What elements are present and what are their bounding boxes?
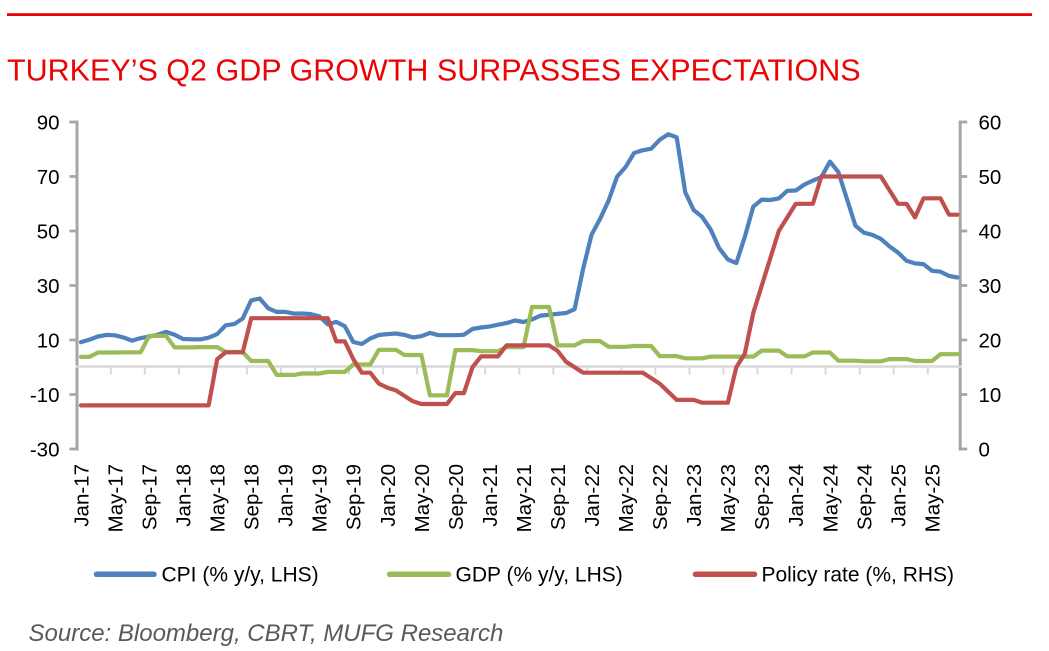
svg-text:10: 10 xyxy=(979,384,1002,407)
svg-text:40: 40 xyxy=(979,220,1002,243)
svg-text:10: 10 xyxy=(37,329,60,352)
svg-text:60: 60 xyxy=(979,111,1002,134)
svg-text:-30: -30 xyxy=(30,438,60,461)
svg-text:Sep-20: Sep-20 xyxy=(445,464,468,530)
svg-text:Jan-21: Jan-21 xyxy=(479,464,502,527)
svg-text:May-21: May-21 xyxy=(513,464,536,532)
svg-text:May-19: May-19 xyxy=(309,464,332,532)
svg-text:Sep-17: Sep-17 xyxy=(139,464,162,530)
svg-text:30: 30 xyxy=(37,275,60,298)
svg-text:30: 30 xyxy=(979,275,1002,298)
svg-text:Policy rate (%, RHS): Policy rate (%, RHS) xyxy=(762,563,955,586)
svg-text:CPI (% y/y, LHS): CPI (% y/y, LHS) xyxy=(162,563,319,586)
svg-text:Jan-23: Jan-23 xyxy=(683,464,706,527)
svg-text:Sep-24: Sep-24 xyxy=(853,464,876,530)
svg-text:20: 20 xyxy=(979,329,1002,352)
svg-text:Jan-24: Jan-24 xyxy=(785,464,808,527)
svg-text:-10: -10 xyxy=(30,384,60,407)
svg-text:Sep-21: Sep-21 xyxy=(547,464,570,530)
svg-text:50: 50 xyxy=(37,220,60,243)
svg-text:Jan-20: Jan-20 xyxy=(377,464,400,527)
svg-text:May-18: May-18 xyxy=(207,464,230,532)
svg-text:Sep-19: Sep-19 xyxy=(343,464,366,530)
svg-text:0: 0 xyxy=(979,438,990,461)
svg-text:Jan-18: Jan-18 xyxy=(173,464,196,527)
svg-text:May-24: May-24 xyxy=(819,464,842,532)
svg-text:50: 50 xyxy=(979,166,1002,189)
svg-text:GDP (% y/y, LHS): GDP (% y/y, LHS) xyxy=(456,563,623,586)
svg-text:May-22: May-22 xyxy=(615,464,638,532)
svg-text:TURKEY’S Q2 GDP GROWTH SURPASS: TURKEY’S Q2 GDP GROWTH SURPASSES EXPECTA… xyxy=(7,54,861,88)
svg-text:May-23: May-23 xyxy=(717,464,740,532)
svg-text:90: 90 xyxy=(37,111,60,134)
svg-text:Sep-23: Sep-23 xyxy=(751,464,774,530)
svg-text:May-25: May-25 xyxy=(921,464,944,532)
svg-text:Jan-25: Jan-25 xyxy=(887,464,910,527)
svg-text:May-20: May-20 xyxy=(411,464,434,532)
svg-text:Sep-22: Sep-22 xyxy=(649,464,672,530)
svg-text:Sep-18: Sep-18 xyxy=(241,464,264,530)
svg-text:Source: Bloomberg, CBRT, MUFG: Source: Bloomberg, CBRT, MUFG Research xyxy=(29,620,504,647)
svg-text:Jan-17: Jan-17 xyxy=(70,464,93,527)
svg-text:Jan-22: Jan-22 xyxy=(581,464,604,527)
svg-text:Jan-19: Jan-19 xyxy=(275,464,298,527)
svg-text:70: 70 xyxy=(37,166,60,189)
svg-text:May-17: May-17 xyxy=(104,464,127,532)
